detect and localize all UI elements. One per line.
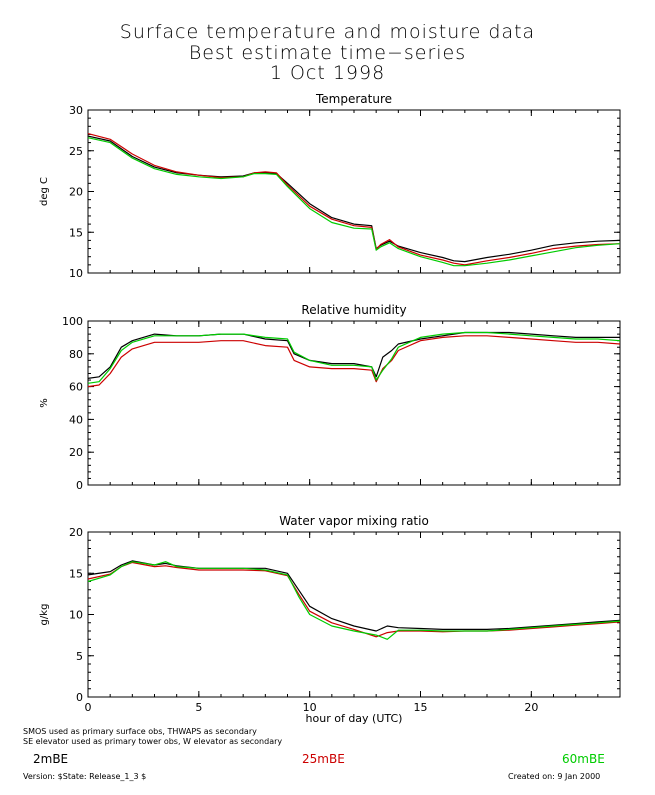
ytick-label-temperature: 10: [69, 267, 83, 280]
version-text: Version: $State: Release_1_3 $: [23, 772, 147, 781]
figure-title-line-1: Surface temperature and moisture data: [119, 21, 536, 43]
ytick-label-relative-humidity: 0: [76, 479, 83, 492]
y-axis-label-relative-humidity: %: [39, 398, 50, 408]
ytick-label-relative-humidity: 40: [69, 413, 83, 426]
panel-title-temperature: Temperature: [315, 92, 392, 106]
series-line-2mbe-temperature: [87, 135, 621, 263]
ytick-label-water-vapor-mixing-ratio: 10: [69, 609, 83, 622]
ytick-label-water-vapor-mixing-ratio: 20: [69, 526, 83, 539]
figure-title-line-3: 1 Oct 1998: [269, 62, 386, 84]
ytick-label-water-vapor-mixing-ratio: 15: [69, 567, 83, 580]
legend-25mbe: 25mBE: [302, 752, 345, 766]
ytick-label-water-vapor-mixing-ratio: 0: [76, 691, 83, 704]
footer-note-surface: SMOS used as primary surface obs, THWAPS…: [23, 727, 257, 736]
ytick-label-relative-humidity: 20: [69, 446, 83, 459]
series-line-60mbe-water-vapor-mixing-ratio: [87, 561, 621, 640]
plot-frame-water-vapor-mixing-ratio: [87, 531, 621, 698]
y-axis-label-temperature: deg C: [39, 177, 50, 206]
xtick-label-water-vapor-mixing-ratio: 5: [195, 701, 202, 714]
x-axis-label: hour of day (UTC): [306, 712, 403, 725]
series-line-60mbe-relative-humidity: [87, 331, 621, 384]
ytick-label-water-vapor-mixing-ratio: 5: [76, 650, 83, 663]
created-date: Created on: 9 Jan 2000: [508, 772, 601, 781]
series-line-2mbe-water-vapor-mixing-ratio: [87, 560, 621, 632]
series-line-25mbe-relative-humidity: [87, 335, 621, 388]
ytick-label-relative-humidity: 80: [69, 348, 83, 361]
plot-frame-relative-humidity: [87, 320, 621, 486]
footer-note-tower: SE elevator used as primary tower obs, W…: [23, 737, 283, 746]
ytick-label-temperature: 25: [69, 145, 83, 158]
xtick-label-water-vapor-mixing-ratio: 20: [524, 701, 538, 714]
panel-title-water-vapor-mixing-ratio: Water vapor mixing ratio: [279, 514, 429, 528]
series-line-25mbe-temperature: [87, 133, 621, 266]
ytick-label-relative-humidity: 100: [62, 315, 83, 328]
ytick-label-temperature: 15: [69, 226, 83, 239]
xtick-label-water-vapor-mixing-ratio: 0: [85, 701, 92, 714]
ytick-label-temperature: 20: [69, 186, 83, 199]
figure-title-line-2: Best estimate time−series: [188, 42, 467, 64]
panel-title-relative-humidity: Relative humidity: [301, 303, 406, 317]
ytick-label-temperature: 30: [69, 104, 83, 117]
y-axis-label-water-vapor-mixing-ratio: g/kg: [39, 604, 50, 626]
xtick-label-water-vapor-mixing-ratio: 10: [303, 701, 317, 714]
series-line-25mbe-water-vapor-mixing-ratio: [87, 561, 621, 638]
series-line-2mbe-relative-humidity: [87, 331, 620, 379]
legend-2mbe: 2mBE: [33, 752, 69, 766]
series-line-60mbe-temperature: [87, 137, 621, 267]
ytick-label-relative-humidity: 60: [69, 381, 83, 394]
legend-60mbe: 60mBE: [562, 752, 605, 766]
xtick-label-water-vapor-mixing-ratio: 15: [414, 701, 428, 714]
